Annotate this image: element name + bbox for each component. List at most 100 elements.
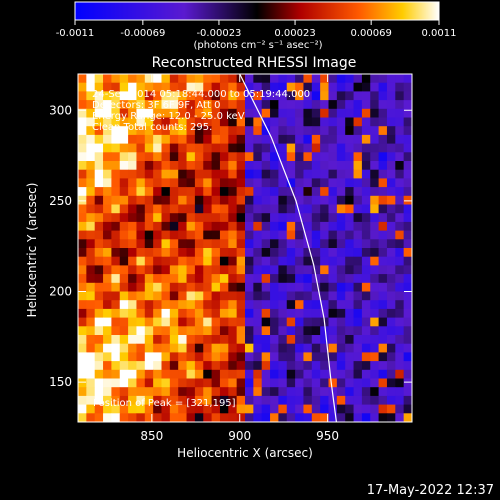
- heatmap-cell: [261, 335, 271, 345]
- heatmap-cell: [395, 152, 405, 162]
- heatmap-cell: [219, 178, 229, 188]
- heatmap-cell: [169, 221, 179, 231]
- heatmap-cell: [311, 195, 321, 205]
- heatmap-cell: [336, 413, 346, 422]
- heatmap-cell: [86, 352, 96, 362]
- heatmap-cell: [211, 100, 221, 110]
- heatmap-cell: [336, 387, 346, 397]
- heatmap-cell: [370, 126, 379, 136]
- heatmap-cell: [94, 300, 104, 310]
- heatmap-cell: [119, 291, 129, 301]
- heatmap-cell: [136, 126, 146, 136]
- heatmap-cell: [311, 143, 321, 153]
- heatmap-cell: [78, 195, 87, 205]
- heatmap-cell: [169, 152, 179, 162]
- heatmap-cell: [211, 230, 221, 240]
- heatmap-cell: [219, 221, 229, 231]
- heatmap-cell: [328, 291, 338, 301]
- heatmap-cell: [169, 335, 179, 345]
- heatmap-cell: [320, 265, 329, 275]
- heatmap-cell: [328, 213, 338, 223]
- heatmap-cell: [178, 369, 187, 379]
- heatmap-cell: [169, 274, 179, 284]
- heatmap-cell: [311, 91, 321, 101]
- heatmap-cell: [94, 352, 104, 362]
- heatmap-cell: [94, 395, 104, 405]
- heatmap-cell: [361, 378, 371, 388]
- heatmap-cell: [228, 100, 238, 110]
- heatmap-cell: [86, 274, 96, 284]
- heatmap-cell: [403, 361, 412, 371]
- heatmap-cell: [361, 195, 371, 205]
- heatmap-cell: [320, 369, 329, 379]
- heatmap-cell: [386, 178, 396, 188]
- heatmap-cell: [78, 265, 87, 275]
- heatmap-cell: [320, 404, 329, 414]
- heatmap-cell: [303, 387, 313, 397]
- heatmap-cell: [211, 134, 221, 144]
- heatmap-cell: [86, 126, 96, 136]
- heatmap-cell: [361, 387, 371, 397]
- heatmap-cell: [219, 395, 229, 405]
- heatmap-cell: [345, 82, 354, 92]
- heatmap-cell: [403, 404, 412, 414]
- heatmap-cell: [136, 239, 146, 249]
- heatmap-cell: [178, 274, 187, 284]
- heatmap-cell: [136, 265, 146, 275]
- heatmap-cell: [386, 91, 396, 101]
- heatmap-cell: [119, 395, 129, 405]
- heatmap-cell: [353, 291, 363, 301]
- heatmap-cell: [153, 213, 162, 223]
- heatmap-cell: [178, 256, 187, 266]
- heatmap-cell: [186, 126, 196, 136]
- x-tick-label: 950: [316, 429, 339, 443]
- heatmap-cell: [111, 378, 121, 388]
- heatmap-cell: [153, 256, 162, 266]
- heatmap-cell: [169, 230, 179, 240]
- heatmap-cell: [261, 308, 271, 318]
- heatmap-cell: [336, 100, 346, 110]
- heatmap-cell: [211, 335, 221, 345]
- heatmap-cell: [261, 326, 271, 336]
- heatmap-cell: [386, 274, 396, 284]
- heatmap-cell: [378, 134, 388, 144]
- heatmap-cell: [253, 178, 263, 188]
- heatmap-cell: [253, 335, 263, 345]
- heatmap-cell: [378, 256, 388, 266]
- heatmap-cell: [128, 361, 137, 371]
- heatmap-cell: [194, 291, 204, 301]
- heatmap-cell: [178, 152, 187, 162]
- heatmap-cell: [236, 187, 246, 197]
- heatmap-cell: [169, 213, 179, 223]
- heatmap-cell: [186, 82, 196, 92]
- heatmap-cell: [403, 221, 412, 231]
- heatmap-cell: [219, 308, 229, 318]
- heatmap-cell: [353, 178, 363, 188]
- heatmap-cell: [86, 248, 96, 258]
- heatmap-cell: [311, 239, 321, 249]
- heatmap-cell: [345, 369, 354, 379]
- heatmap-cell: [203, 361, 212, 371]
- heatmap-cell: [403, 178, 412, 188]
- heatmap-cell: [395, 169, 405, 179]
- heatmap-cell: [403, 326, 412, 336]
- heatmap-cell: [136, 378, 146, 388]
- heatmap-cell: [295, 352, 304, 362]
- heatmap-cell: [278, 361, 288, 371]
- heatmap-cell: [328, 335, 338, 345]
- heatmap-cell: [219, 387, 229, 397]
- heatmap-cell: [153, 291, 162, 301]
- heatmap-cell: [370, 300, 379, 310]
- heatmap-cell: [161, 143, 171, 153]
- heatmap-cell: [236, 143, 246, 153]
- heatmap-cell: [270, 161, 279, 171]
- heatmap-cell: [386, 265, 396, 275]
- heatmap-cell: [353, 308, 363, 318]
- heatmap-cell: [245, 291, 254, 301]
- heatmap-cell: [286, 369, 296, 379]
- heatmap-cell: [261, 274, 271, 284]
- heatmap-cell: [136, 195, 146, 205]
- heatmap-cell: [78, 178, 87, 188]
- heatmap-cell: [194, 239, 204, 249]
